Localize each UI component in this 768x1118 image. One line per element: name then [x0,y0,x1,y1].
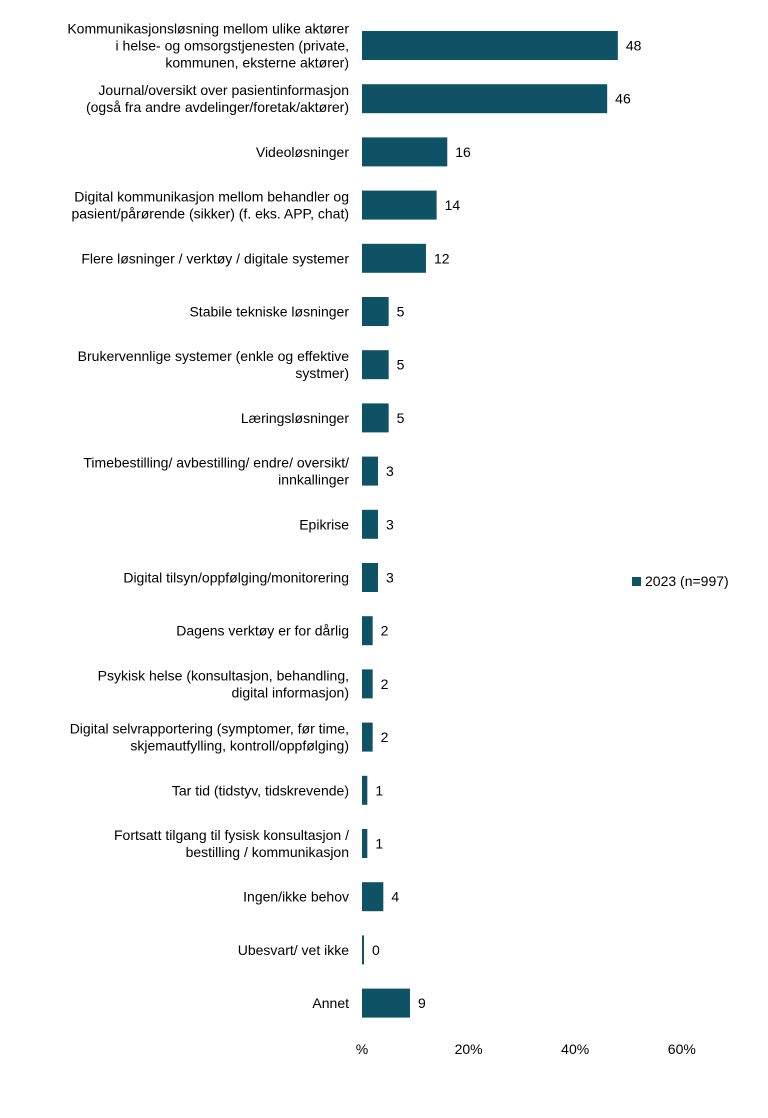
legend: 2023 (n=997) [632,573,729,589]
data-label: 12 [434,250,450,266]
category-label: Stabile tekniske løsninger [189,304,349,320]
data-label: 9 [418,995,426,1011]
bar [362,882,384,912]
category-label: Ubesvart/ vet ikke [238,942,349,958]
data-label: 3 [386,463,394,479]
x-tick-label: 40% [561,1041,589,1057]
category-label: innkallinger [278,472,349,488]
bar [362,722,373,752]
category-label: (også fra andre avdelinger/foretak/aktør… [86,99,349,115]
bar [362,669,373,699]
category-label: Digital tilsyn/oppfølging/monitorering [123,570,349,586]
bar [362,935,364,965]
category-label: Dagens verktøy er for dårlig [176,623,349,639]
legend-swatch [632,576,641,586]
category-label: digital informasjon) [232,684,350,700]
bar [362,31,618,60]
data-label: 3 [386,516,394,532]
category-label: Psykisk helse (konsultasjon, behandling, [98,667,349,683]
bar [362,403,389,433]
bar [362,84,608,114]
bar [362,563,378,592]
bar [362,509,378,539]
category-label: Journal/oversikt over pasientinformasjon [98,82,349,98]
category-label: skjemautfylling, kontroll/oppfølging) [130,738,349,754]
bar [362,616,373,646]
category-label: Flere løsninger / verktøy / digitale sys… [81,250,349,266]
bar [362,243,426,273]
category-label: i helse- og omsorgstjenesten (private, [116,38,349,54]
x-tick-label: % [356,1041,368,1057]
bar [362,829,368,858]
category-label: Fortsatt tilgang til fysisk konsultasjon… [114,827,349,843]
data-label: 48 [626,38,642,54]
category-label: kommunen, eksterne aktører) [165,55,349,71]
data-label: 1 [375,782,383,798]
bar [362,297,389,326]
bar [362,137,448,167]
category-label: Kommunikasjonsløsning mellom ulike aktør… [67,21,349,37]
data-label: 4 [391,889,399,905]
category-label: Ingen/ikke behov [243,889,349,905]
data-label: 5 [397,410,405,426]
category-label: systmer) [295,365,349,381]
category-label: Digital selvrapportering (symptomer, før… [70,721,349,737]
category-label: Videoløsninger [256,144,349,160]
bar [362,190,437,220]
x-tick-label: 20% [455,1041,483,1057]
data-label: 2 [381,676,389,692]
data-label: 14 [445,197,461,213]
data-label: 2 [381,729,389,745]
category-label: Digital kommunikasjon mellom behandler o… [74,189,349,205]
category-label: pasient/pårørende (sikker) (f. eks. APP,… [71,206,349,222]
data-label: 1 [375,836,383,852]
category-label: Brukervennlige systemer (enkle og effekt… [78,348,350,364]
category-label: Annet [312,995,349,1011]
category-label: bestilling / kommunikasjon [186,844,349,860]
category-label: Læringsløsninger [241,410,349,426]
legend-label: 2023 (n=997) [645,573,729,589]
category-label: Epikrise [299,516,349,532]
category-label: Timebestilling/ avbestilling/ endre/ ove… [83,455,349,471]
bar [362,456,378,486]
data-label: 5 [397,357,405,373]
category-label: Tar tid (tidstyv, tidskrevende) [172,782,349,798]
bar [362,988,410,1018]
data-label: 3 [386,570,394,586]
data-label: 2 [381,623,389,639]
data-label: 0 [372,942,380,958]
data-label: 16 [455,144,471,160]
data-label: 5 [397,304,405,320]
bar [362,350,389,380]
data-label: 46 [615,91,631,107]
x-tick-label: 60% [668,1041,696,1057]
bar [362,775,368,805]
